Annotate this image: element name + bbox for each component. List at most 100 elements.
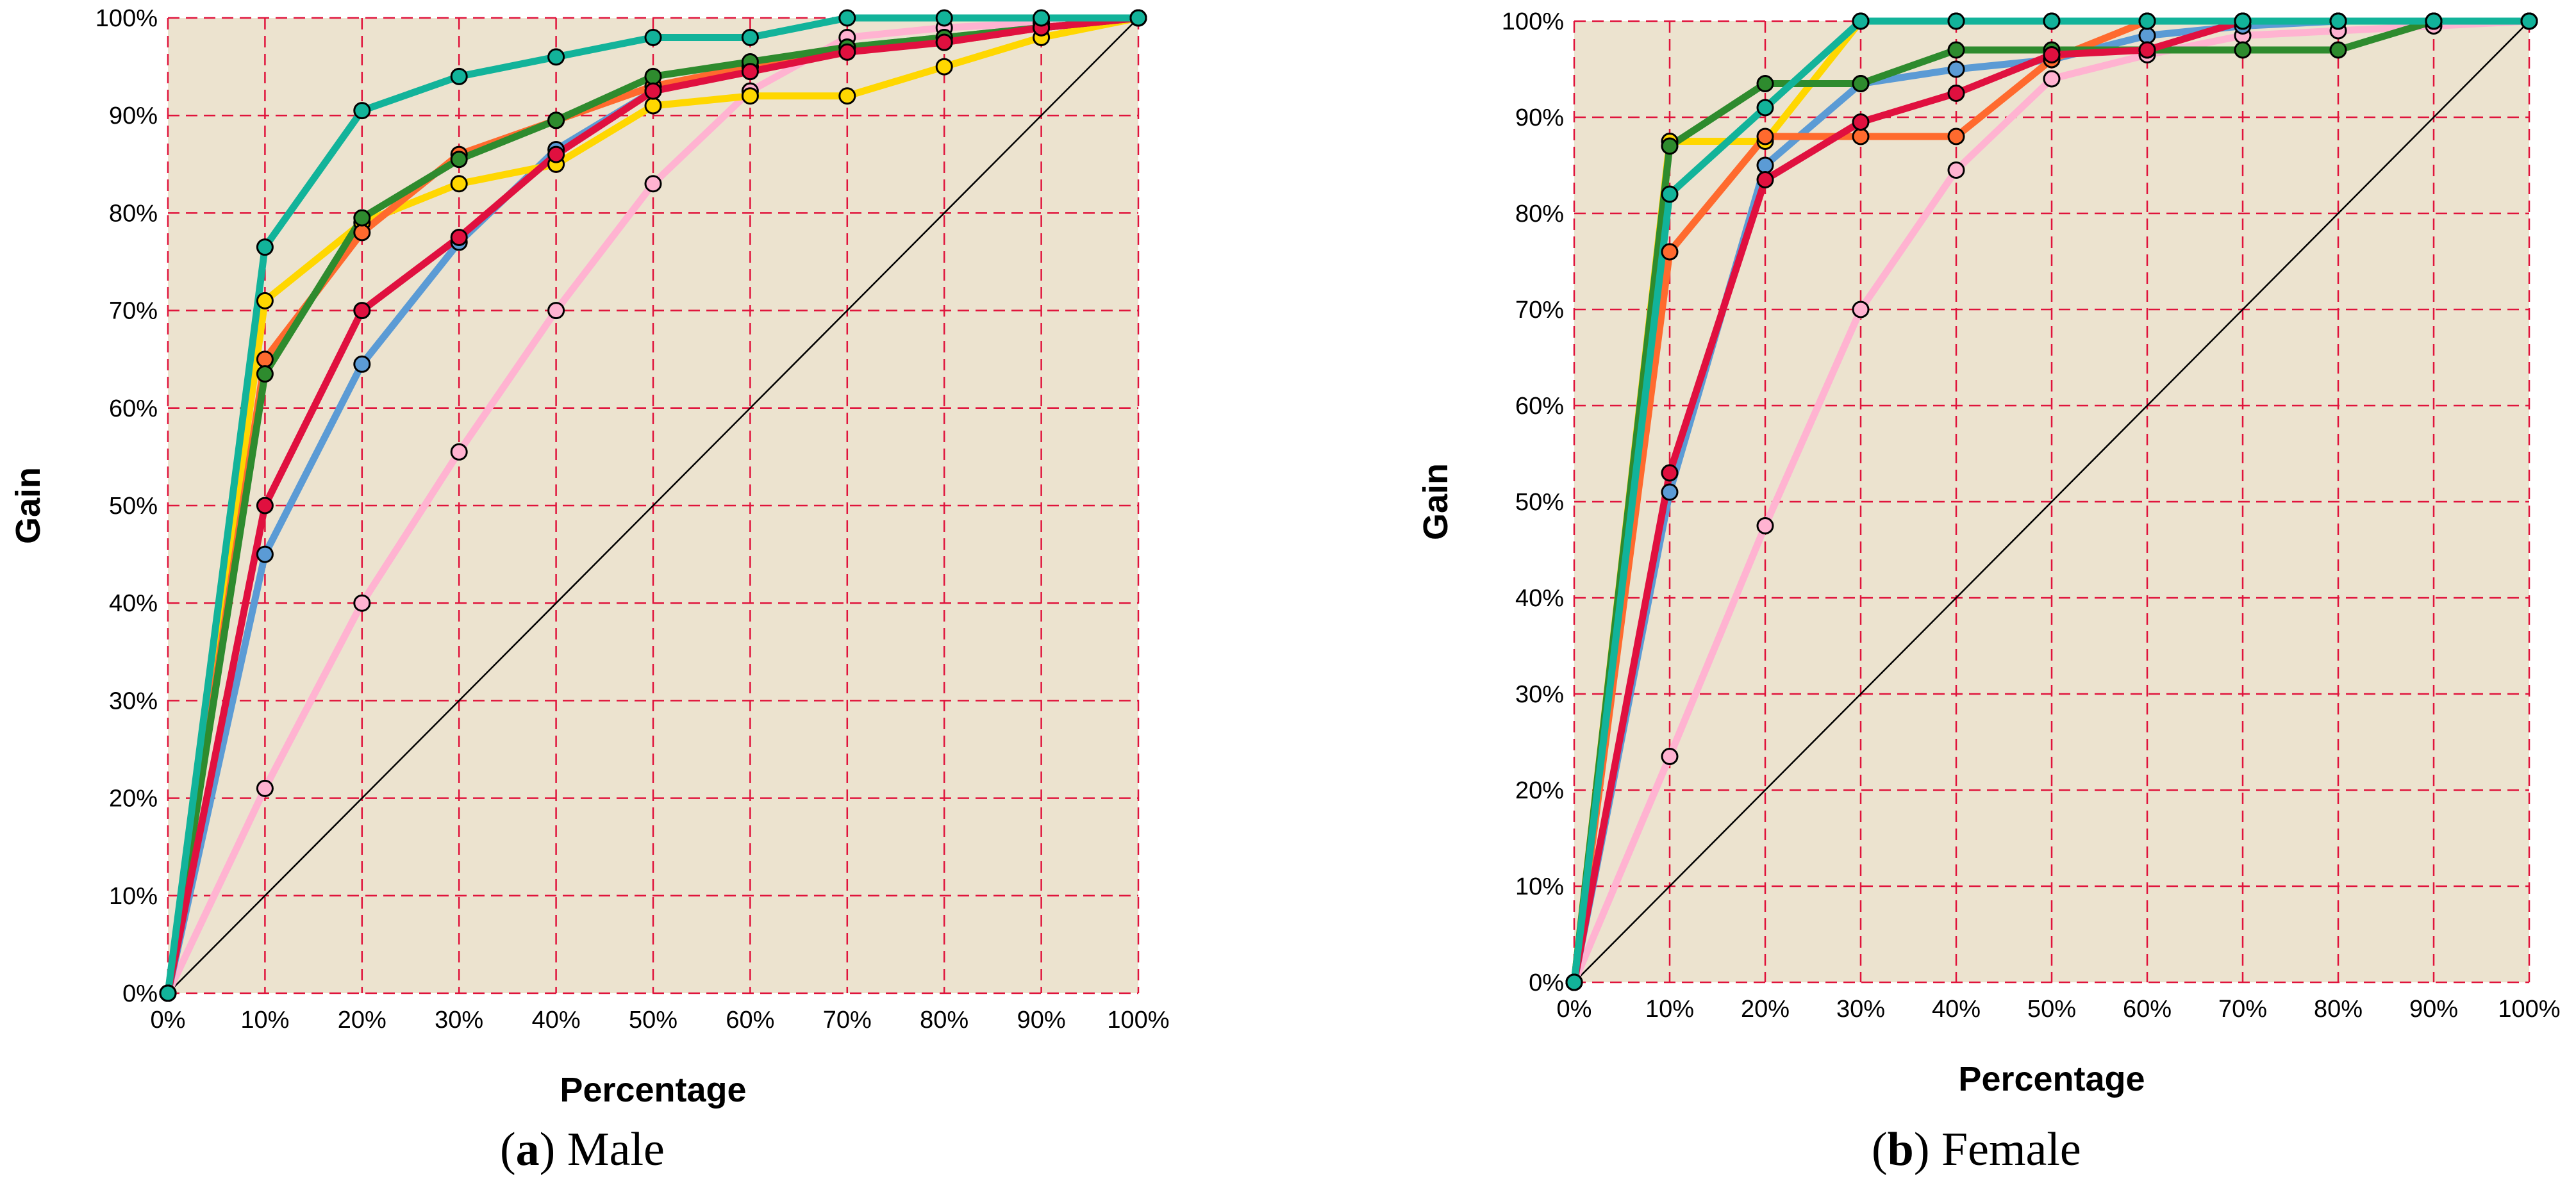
data-point-male-5-8 (935, 33, 953, 51)
x-tick-label-male: 90% (1017, 1007, 1066, 1034)
data-point-male-6-5 (644, 28, 662, 46)
x-tick-label-female: 90% (2409, 996, 2458, 1023)
caption-male-title: Male (567, 1123, 665, 1176)
data-point-female-5-3 (1852, 113, 1870, 131)
x-tick-label-female: 20% (1741, 996, 1790, 1023)
data-point-male-5-1 (256, 497, 274, 515)
x-tick-label-female: 60% (2123, 996, 2172, 1023)
x-tick-label-female: 70% (2218, 996, 2267, 1023)
series-markers-male (159, 9, 1147, 1002)
data-point-male-0-5 (644, 175, 662, 193)
data-point-female-0-2 (1756, 517, 1774, 534)
y-tick-label-male: 70% (109, 298, 158, 325)
data-point-male-5-2 (353, 302, 371, 320)
data-point-female-3-4 (1947, 128, 1965, 145)
data-point-male-4-5 (644, 67, 662, 85)
x-tick-label-male: 20% (338, 1007, 386, 1034)
caption-male: (a) Male (500, 1123, 665, 1176)
caption-male-letter: a (515, 1123, 540, 1176)
data-point-female-1-4 (1947, 60, 1965, 78)
x-tick-labels-female: 0% 10% 20% 30% 40% 50% 60% 70% 80% 90% 100% (1557, 996, 2561, 1023)
y-tick-label-male: 20% (109, 786, 158, 813)
x-axis-title-female: Percentage (1958, 1060, 2145, 1098)
y-tick-label-female: 50% (1515, 489, 1564, 516)
data-point-male-2-6 (741, 87, 759, 105)
data-point-male-2-8 (935, 58, 953, 76)
data-point-male-6-1 (256, 238, 274, 256)
data-point-female-0-5 (2043, 70, 2061, 88)
data-point-female-3-3 (1852, 128, 1870, 145)
x-tick-label-female: 40% (1932, 996, 1981, 1023)
data-point-male-4-1 (256, 365, 274, 383)
y-tick-label-female: 10% (1515, 873, 1564, 900)
x-tick-label-male: 70% (823, 1007, 872, 1034)
data-point-female-6-6 (2138, 12, 2156, 30)
y-axis-title-female: Gain (1417, 463, 1455, 540)
x-tick-label-male: 10% (240, 1007, 289, 1034)
data-point-female-3-2 (1756, 128, 1774, 145)
data-point-female-0-4 (1947, 161, 1965, 179)
data-point-male-3-2 (353, 224, 371, 242)
data-point-male-0-1 (256, 779, 274, 797)
caption-female: (b) Female (1872, 1123, 2081, 1176)
data-point-female-5-5 (2043, 46, 2061, 63)
data-point-male-2-5 (644, 97, 662, 115)
y-tick-label-male: 60% (109, 395, 158, 422)
data-point-male-3-1 (256, 351, 274, 368)
data-point-female-1-2 (1756, 156, 1774, 174)
x-tick-label-male: 0% (151, 1007, 186, 1034)
y-tick-label-male: 80% (109, 200, 158, 227)
x-tick-label-female: 0% (1557, 996, 1592, 1023)
x-tick-label-male: 100% (1107, 1007, 1169, 1034)
data-point-male-6-3 (450, 67, 468, 85)
x-tick-label-female: 30% (1836, 996, 1885, 1023)
y-tick-label-female: 40% (1515, 585, 1564, 612)
data-point-male-0-2 (353, 594, 371, 612)
caption-female-letter: b (1887, 1123, 1914, 1176)
x-tick-label-female: 100% (2498, 996, 2560, 1023)
data-point-female-6-9 (2425, 12, 2443, 30)
data-point-female-6-5 (2043, 12, 2061, 30)
data-point-male-5-7 (838, 43, 856, 61)
data-point-male-4-2 (353, 209, 371, 227)
x-tick-label-male: 50% (629, 1007, 677, 1034)
data-point-female-6-10 (2520, 12, 2538, 30)
data-point-female-6-8 (2329, 12, 2347, 30)
data-point-female-4-7 (2234, 41, 2252, 59)
x-axis-title-male: Percentage (560, 1071, 746, 1109)
data-point-female-6-7 (2234, 12, 2252, 30)
x-tick-label-male: 60% (726, 1007, 774, 1034)
data-point-male-6-6 (741, 28, 759, 46)
data-point-female-0-1 (1661, 748, 1679, 765)
reference-diagonal-male (167, 17, 1139, 994)
y-tick-label-female: 80% (1515, 201, 1564, 227)
data-point-female-5-1 (1661, 464, 1679, 482)
y-tick-label-female: 100% (1502, 8, 1564, 35)
y-tick-label-male: 0% (122, 980, 158, 1007)
data-point-male-6-2 (353, 102, 371, 120)
data-point-male-0-3 (450, 443, 468, 461)
data-point-female-5-2 (1756, 171, 1774, 188)
data-point-male-1-2 (353, 355, 371, 373)
data-point-female-4-4 (1947, 41, 1965, 59)
data-point-female-5-4 (1947, 85, 1965, 102)
data-point-female-6-1 (1661, 185, 1679, 203)
y-tick-label-female: 30% (1515, 681, 1564, 708)
data-point-male-0-4 (547, 302, 565, 320)
chart-male: 0% 10% 20% 30% 40% 50% 60% 70% 80% 90% 100% 0% 10% 2… (9, 5, 1170, 1109)
data-point-female-4-3 (1852, 75, 1870, 92)
y-tick-labels-male: 0% 10% 20% 30% 40% 50% 60% 70% 80% 90% 100% (96, 5, 158, 1007)
data-point-male-6-9 (1033, 9, 1051, 27)
y-tick-label-male: 40% (109, 590, 158, 617)
data-point-male-6-7 (838, 9, 856, 27)
x-tick-label-female: 50% (2027, 996, 2076, 1023)
x-tick-label-male: 30% (435, 1007, 483, 1034)
y-tick-label-female: 0% (1529, 969, 1564, 996)
x-tick-label-female: 80% (2314, 996, 2363, 1023)
y-axis-title-male: Gain (9, 467, 47, 544)
data-point-male-5-5 (644, 82, 662, 100)
data-point-male-5-4 (547, 145, 565, 163)
data-point-male-2-3 (450, 175, 468, 193)
data-point-female-4-8 (2329, 41, 2347, 59)
